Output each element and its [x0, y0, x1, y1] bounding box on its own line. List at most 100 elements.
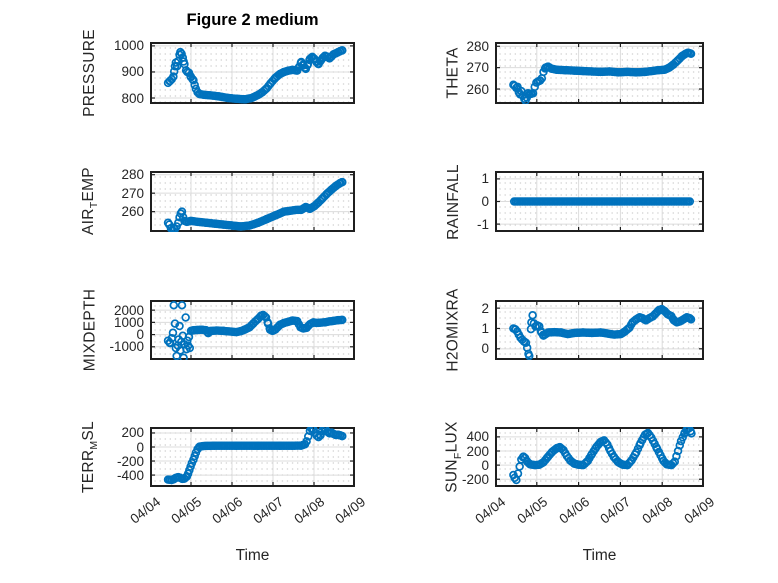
x-tick-label: 04/06: [209, 494, 246, 527]
x-tick-label: 04/09: [332, 494, 369, 527]
data-point: [338, 177, 347, 187]
x-tick-label: 04/07: [597, 494, 634, 527]
y-tick-label: 900: [121, 64, 144, 80]
data-point: [685, 197, 695, 206]
data-point: [316, 430, 325, 440]
y-tick-label: 200: [121, 425, 144, 441]
y-tick-label: 0: [136, 439, 144, 455]
data-point: [177, 207, 187, 216]
data-point: [338, 46, 347, 55]
data-point: [190, 80, 199, 90]
y-axis-label: MIXDEPTH: [81, 289, 99, 372]
subplot-theta: 280 270 260 THETA: [445, 39, 704, 104]
y-tick-label: 0: [481, 457, 489, 473]
data-point: [312, 431, 322, 441]
y-tick-label: 1000: [113, 314, 144, 330]
y-tick-label: 1: [481, 171, 489, 187]
subplot-mixdepth: 2000 1000 0 -1000 MIXDEPTH: [81, 289, 355, 371]
data-point: [175, 321, 184, 331]
y-axis-label-text: H2OMIXRA: [445, 288, 463, 372]
axes-airtemp: [150, 171, 355, 232]
axes-rainfall: [495, 171, 704, 232]
y-tick-label: -1: [476, 216, 489, 232]
subplot-rainfall: 1 0 -1 RAINFALL: [445, 164, 704, 239]
axes-theta: [495, 42, 704, 104]
figure-title: Figure 2 medium: [186, 11, 319, 29]
y-axis-label: RAINFALL: [445, 164, 463, 240]
axes-sunflux: [495, 427, 704, 487]
y-tick-label: 400: [466, 429, 489, 445]
x-tick-label: 04/05: [514, 494, 551, 527]
data-point: [668, 459, 678, 468]
data-point: [338, 315, 347, 325]
y-axis-label: THETA: [445, 42, 463, 104]
data-point: [515, 462, 524, 471]
data-point: [312, 57, 321, 67]
x-axis-label-left: Time: [235, 547, 270, 564]
y-tick-label: 280: [466, 38, 489, 54]
axes-h2omixra: [495, 300, 704, 360]
y-axis-label-text: AIRTEMP: [79, 167, 101, 236]
x-tick-label: 04/06: [555, 494, 592, 527]
y-tick-label: 270: [121, 185, 144, 201]
x-tick-label: 04/08: [291, 494, 328, 527]
plot-area: [495, 300, 704, 360]
plot-area: [150, 171, 355, 232]
data-point: [672, 452, 681, 461]
subplot-airtemp: 280 270 260 AIRTEMP: [80, 167, 355, 235]
y-tick-label: 2000: [113, 302, 144, 318]
data-point: [181, 313, 190, 322]
y-tick-label: 260: [121, 204, 144, 220]
plot-area: [495, 42, 704, 104]
subplot-h2omixra: 2 1 0 H2OMIXRA: [445, 288, 704, 372]
y-tick-label: -200: [461, 471, 489, 487]
data-point: [185, 343, 195, 353]
y-axis-label-text: THETA: [445, 47, 462, 99]
data-point: [521, 338, 531, 347]
data-point: [169, 72, 178, 81]
data-point: [686, 49, 696, 59]
x-tick-label: 04/07: [250, 494, 287, 527]
data-point: [525, 351, 534, 360]
y-axis-label-text: SUNFLUX: [443, 421, 465, 493]
data-point: [179, 353, 188, 360]
x-tick-label: 04/08: [639, 494, 676, 527]
x-tick-label: 04/04: [127, 494, 164, 527]
y-tick-label: 2: [481, 300, 489, 316]
y-tick-label: -1000: [109, 339, 144, 355]
data-point: [177, 49, 186, 58]
plot-area: [150, 427, 355, 487]
data-point: [675, 441, 685, 450]
subplot-pressure: Figure 2 medium 1000 900 800 PRESSURE: [81, 11, 355, 117]
y-tick-label: 1000: [113, 38, 144, 54]
y-tick-label: 0: [136, 327, 144, 343]
subplot-sunflux: 400 200 0 -200 SUNFLUX 04/04 04/05 04/06 04/07 04…: [444, 421, 717, 526]
y-axis-label: TERRMSL: [80, 421, 100, 493]
y-tick-label: -400: [116, 467, 144, 483]
data-point: [338, 431, 347, 441]
x-tick-label: 04/04: [472, 494, 509, 527]
plot-area: [150, 300, 355, 360]
x-tick-label: 04/05: [168, 494, 205, 527]
data-point: [168, 328, 178, 337]
y-axis-label-text: RAINFALL: [445, 163, 462, 240]
x-tick-label: 04/09: [681, 494, 718, 527]
data-point: [169, 301, 179, 310]
axes-terrmsl: [150, 427, 355, 487]
y-tick-label: 270: [466, 60, 489, 76]
subplot-terrmsl: 200 0 -200 -400 TERRMSL 04/04 04/05 04/06 04/07 0…: [80, 421, 368, 527]
y-tick-label: 1: [481, 320, 489, 336]
y-axis-label-text: MIXDEPTH: [81, 288, 98, 372]
data-point: [687, 429, 696, 438]
data-point: [189, 76, 198, 85]
axes-pressure: [150, 42, 355, 104]
y-tick-label: 800: [121, 90, 144, 106]
plot-area: [495, 427, 704, 487]
y-axis-label: PRESSURE: [81, 29, 99, 117]
data-point: [314, 432, 323, 442]
y-tick-label: -200: [116, 453, 144, 469]
y-axis-label: H2OMIXRA: [445, 288, 463, 371]
data-point: [528, 311, 537, 320]
y-tick-label: 0: [481, 194, 489, 209]
